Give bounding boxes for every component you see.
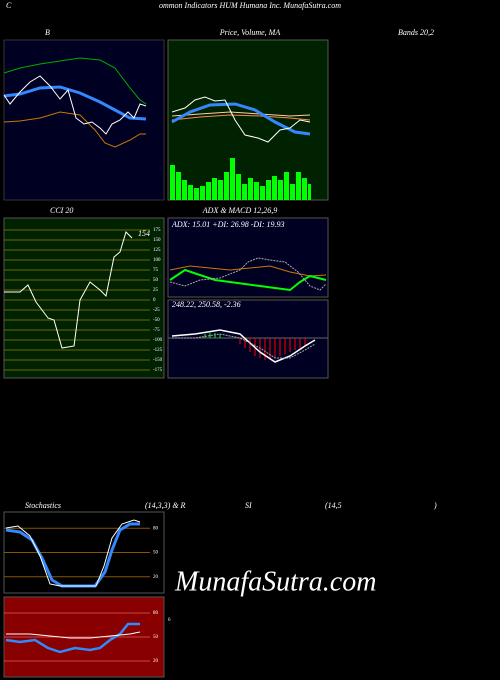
tick-label: 75 [153, 268, 159, 273]
ma-line [171, 111, 311, 117]
signal-line [172, 333, 316, 359]
tick-label: 125 [153, 248, 161, 253]
tick-label: -175 [153, 368, 163, 373]
tick-label: 0 [153, 298, 156, 303]
panel-title: ) [433, 501, 437, 510]
minus-di-line [169, 257, 327, 291]
tick-label: 20 [153, 659, 159, 664]
panel-title: Price, Volume, MA [219, 28, 281, 37]
macd-values: 248.22, 250.58, -2.36 [172, 300, 241, 309]
price-line [171, 96, 311, 143]
tick-label: -75 [153, 328, 160, 333]
tick-label: 80 [153, 611, 159, 616]
tick-label: -100 [153, 338, 163, 343]
ma-line [171, 102, 311, 136]
ma-line [171, 114, 311, 121]
price-line [3, 75, 147, 135]
tick-label: 50 [153, 635, 159, 640]
macd-line [171, 329, 316, 363]
header-left: C [6, 1, 12, 10]
tick-label: -125 [153, 348, 163, 353]
tick-label: 50 [153, 278, 159, 283]
volume-bars [170, 158, 311, 200]
tick-label: 175 [153, 228, 161, 233]
header-title: ommon Indicators HUM Humana Inc. MunafaS… [159, 1, 341, 10]
lower-band [3, 111, 146, 148]
macd-panel [167, 299, 329, 379]
adx-values: ADX: 15.01 +DI: 26.98 -DI: 19.93 [171, 220, 285, 229]
panel-title: Bands 20,2 [398, 28, 434, 37]
cci-panel [3, 217, 165, 379]
tick-label: 20 [153, 575, 159, 580]
tick-label: 50 [153, 551, 159, 556]
tick-label: 80 [153, 526, 159, 531]
panel-title: B [45, 28, 50, 37]
cci-last: 154 [138, 229, 150, 238]
rsi-line [5, 622, 140, 654]
panel-title: Stochastics [25, 501, 61, 510]
panel-title: CCI 20 [50, 206, 73, 215]
panel-title: (14,5 [325, 501, 342, 510]
side-label: 6 [168, 618, 171, 623]
rsi-average [6, 631, 141, 639]
panel-title: ADX & MACD 12,26,9 [202, 206, 277, 215]
panel-title: SI [245, 501, 252, 510]
panel-title: (14,3,3) & R [145, 501, 186, 510]
tick-label: 25 [153, 288, 159, 293]
stoch-k-line [5, 519, 141, 587]
tick-label: 150 [153, 238, 161, 243]
tick-label: 100 [153, 258, 161, 263]
tick-label: -150 [153, 358, 163, 363]
watermark: MunafaSutra.com [174, 566, 376, 597]
upper-band [3, 57, 147, 105]
cci-line [4, 231, 133, 349]
adx-line [169, 265, 327, 277]
bollinger-panel [3, 39, 165, 201]
plus-di-line [169, 268, 327, 292]
price-panel [167, 39, 329, 201]
macd-histogram [239, 338, 306, 360]
tick-label: -25 [153, 308, 160, 313]
tick-label: -50 [153, 318, 160, 323]
